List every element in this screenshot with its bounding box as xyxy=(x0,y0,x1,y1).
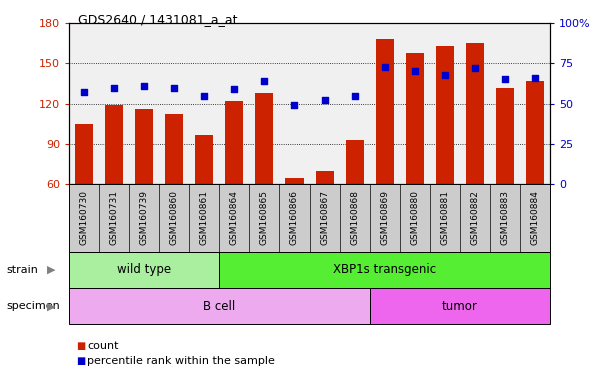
Text: GSM160866: GSM160866 xyxy=(290,190,299,245)
Point xyxy=(200,93,209,99)
Bar xyxy=(466,43,484,184)
Bar xyxy=(135,109,153,184)
Point xyxy=(230,86,239,92)
Text: ■: ■ xyxy=(76,341,85,351)
Bar xyxy=(406,53,424,184)
Text: ▶: ▶ xyxy=(47,265,55,275)
Text: GSM160869: GSM160869 xyxy=(380,190,389,245)
Bar xyxy=(285,177,304,184)
Point xyxy=(169,84,179,91)
Bar xyxy=(225,101,243,184)
Bar xyxy=(436,46,454,184)
Text: GSM160867: GSM160867 xyxy=(320,190,329,245)
Text: GDS2640 / 1431081_a_at: GDS2640 / 1431081_a_at xyxy=(78,13,237,26)
Text: XBP1s transgenic: XBP1s transgenic xyxy=(333,263,436,276)
Point xyxy=(530,75,540,81)
Point xyxy=(500,76,510,83)
Point xyxy=(79,89,89,96)
Point xyxy=(410,68,419,74)
Point xyxy=(109,84,119,91)
Bar xyxy=(526,81,544,184)
Bar xyxy=(376,39,394,184)
Point xyxy=(139,83,149,89)
Text: B cell: B cell xyxy=(203,300,236,313)
Bar xyxy=(255,93,273,184)
Text: percentile rank within the sample: percentile rank within the sample xyxy=(87,356,275,366)
Text: GSM160884: GSM160884 xyxy=(531,190,539,245)
Text: GSM160731: GSM160731 xyxy=(110,190,118,245)
Bar xyxy=(346,140,364,184)
Text: count: count xyxy=(87,341,118,351)
Bar xyxy=(75,124,93,184)
Text: tumor: tumor xyxy=(442,300,478,313)
Bar xyxy=(496,88,514,184)
Text: GSM160883: GSM160883 xyxy=(501,190,509,245)
Text: GSM160739: GSM160739 xyxy=(140,190,148,245)
Point xyxy=(290,102,299,108)
Text: GSM160860: GSM160860 xyxy=(170,190,178,245)
Bar xyxy=(105,105,123,184)
Bar xyxy=(165,114,183,184)
Bar xyxy=(316,171,334,184)
Text: GSM160861: GSM160861 xyxy=(200,190,209,245)
Point xyxy=(440,71,450,78)
Text: GSM160880: GSM160880 xyxy=(410,190,419,245)
Point xyxy=(380,63,389,70)
Text: GSM160881: GSM160881 xyxy=(441,190,449,245)
Text: wild type: wild type xyxy=(117,263,171,276)
Point xyxy=(260,78,269,84)
Text: ■: ■ xyxy=(76,356,85,366)
Text: GSM160730: GSM160730 xyxy=(80,190,88,245)
Bar xyxy=(195,135,213,184)
Text: GSM160868: GSM160868 xyxy=(350,190,359,245)
Point xyxy=(470,65,480,71)
Text: strain: strain xyxy=(6,265,38,275)
Text: GSM160864: GSM160864 xyxy=(230,190,239,245)
Text: GSM160882: GSM160882 xyxy=(471,190,479,245)
Text: GSM160865: GSM160865 xyxy=(260,190,269,245)
Point xyxy=(320,98,329,104)
Text: ▶: ▶ xyxy=(47,301,55,311)
Text: specimen: specimen xyxy=(6,301,59,311)
Point xyxy=(350,93,359,99)
